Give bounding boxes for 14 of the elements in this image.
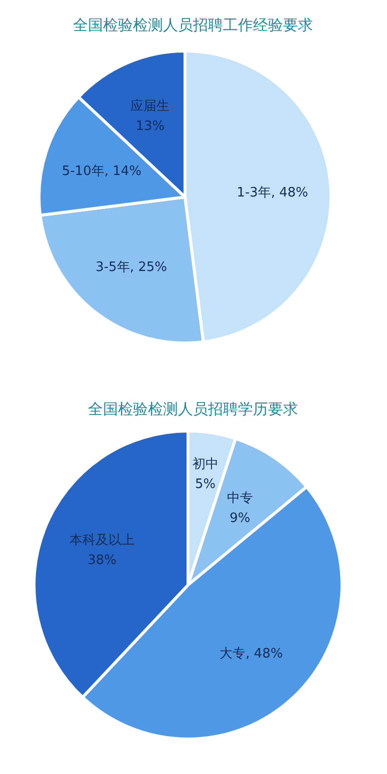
data-label: 13% bbox=[136, 118, 165, 134]
slice-label: 1-3年, 48% bbox=[236, 186, 308, 200]
slice-label: 中专 bbox=[226, 490, 253, 506]
data-label: 38% bbox=[88, 552, 117, 568]
slice-label: 5-10年, 14% bbox=[62, 164, 142, 179]
slice-label: 应届生 bbox=[130, 98, 170, 114]
slice-label: 3-5年, 25% bbox=[96, 260, 168, 276]
data-label: 5% bbox=[195, 477, 216, 492]
chart-title: 全国检验检测人员招聘工作经验要求 bbox=[73, 16, 313, 34]
slice-label: 本科及以上 bbox=[70, 532, 135, 548]
slice-label: 初中 bbox=[192, 457, 218, 472]
slice-label: 大专, 48% bbox=[220, 646, 283, 662]
data-label: 9% bbox=[230, 510, 250, 526]
chart-title: 全国检验检测人员招聘学历要求 bbox=[88, 400, 298, 418]
